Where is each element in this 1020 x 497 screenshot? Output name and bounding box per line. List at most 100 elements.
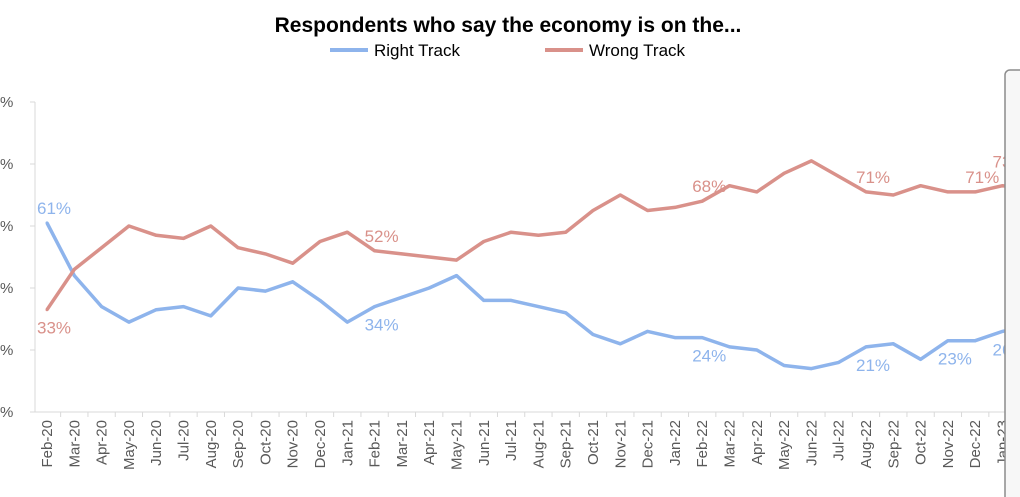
x-tick-label: Jan-22 <box>667 420 684 466</box>
axes: %%%%%% Feb-20 Mar-20 Apr-20 May-20 Jun-20 Jul-… <box>0 94 1020 470</box>
data-labels: 61%34%24%21%23%26%2833%52%68%71%71%73%71 <box>37 153 1020 375</box>
data-point <box>864 190 868 194</box>
data-label: 23% <box>938 350 972 369</box>
chart-title: Respondents who say the economy is on th… <box>275 14 742 37</box>
data-point <box>564 230 568 234</box>
data-point <box>728 184 731 188</box>
x-tick-label: Dec-21 <box>640 420 657 468</box>
series-line-right-track <box>45 222 1020 371</box>
x-tick-label: Oct-20 <box>257 420 274 465</box>
data-point <box>45 308 49 312</box>
x-tick-label: Jan-21 <box>339 420 356 466</box>
data-point <box>782 171 786 175</box>
x-tick-label: May-20 <box>121 420 138 470</box>
data-point <box>919 184 923 188</box>
data-point <box>154 308 158 312</box>
data-label: 34% <box>365 316 399 335</box>
data-point <box>427 255 431 259</box>
data-point <box>154 233 158 237</box>
data-label: 68% <box>692 177 726 196</box>
y-tick-label: % <box>0 218 13 235</box>
data-point <box>345 320 349 324</box>
data-point <box>946 190 950 194</box>
y-tick-label: % <box>0 342 13 359</box>
x-tick-label: Aug-20 <box>203 420 220 468</box>
data-point <box>318 298 322 302</box>
data-point <box>318 240 322 243</box>
data-point <box>100 305 104 309</box>
data-point <box>973 339 977 343</box>
data-label: 71% <box>856 168 890 187</box>
x-tick-label: Jul-20 <box>176 420 193 461</box>
x-tick-label: Nov-21 <box>612 420 629 468</box>
data-point <box>973 190 977 194</box>
data-point <box>263 289 267 293</box>
x-tick-label: May-21 <box>449 420 466 470</box>
data-point <box>618 342 622 346</box>
y-tick-label: % <box>0 156 13 173</box>
x-tick-label: Dec-20 <box>312 420 329 468</box>
data-label: 21% <box>856 356 890 375</box>
data-point <box>536 305 540 309</box>
x-tick-label: Sep-22 <box>885 420 902 468</box>
data-point <box>782 364 786 367</box>
data-point <box>209 314 213 318</box>
legend-label-right-track: Right Track <box>374 41 460 60</box>
data-label: 24% <box>692 347 726 366</box>
data-point <box>1001 329 1004 333</box>
data-point <box>700 199 704 203</box>
x-tick-label: Nov-22 <box>940 420 957 468</box>
x-tick-label: Mar-20 <box>66 420 83 468</box>
data-point <box>673 205 677 209</box>
data-point <box>482 298 486 302</box>
data-point <box>127 320 131 324</box>
data-point <box>946 339 950 343</box>
data-point <box>127 224 131 228</box>
data-point <box>72 274 76 278</box>
data-point <box>1001 184 1004 188</box>
data-point <box>455 274 458 278</box>
data-point <box>891 342 895 346</box>
data-label: 61% <box>37 199 71 218</box>
data-point <box>591 209 595 212</box>
x-tick-label: Oct-21 <box>585 420 602 465</box>
series-layer <box>45 159 1020 371</box>
data-point <box>891 193 895 197</box>
x-tick-label: Mar-22 <box>722 420 739 468</box>
legend-label-wrong-track: Wrong Track <box>589 41 686 60</box>
x-tick-label: Dec-22 <box>967 420 984 468</box>
y-tick-label: % <box>0 280 13 297</box>
data-point <box>837 360 841 364</box>
data-point <box>236 246 240 250</box>
data-point <box>864 345 868 349</box>
x-tick-label: Aug-21 <box>530 420 547 468</box>
x-tick-label: Feb-21 <box>367 420 384 468</box>
data-point <box>236 286 240 290</box>
x-tick-label: Jul-22 <box>831 420 848 461</box>
scroll-panel[interactable] <box>1004 69 1020 497</box>
data-point <box>618 193 622 197</box>
data-point <box>100 246 104 250</box>
data-point <box>700 336 704 340</box>
x-tick-label: Feb-20 <box>39 420 56 468</box>
x-tick-label: Mar-21 <box>394 420 411 468</box>
x-tick-label: Nov-20 <box>285 420 302 468</box>
data-point <box>919 357 923 361</box>
x-tick-label: Feb-22 <box>694 420 711 468</box>
data-point <box>209 224 213 228</box>
x-tick-label: Apr-20 <box>94 420 111 465</box>
x-tick-label: Jul-21 <box>503 420 520 461</box>
data-label: 52% <box>365 227 399 246</box>
data-point <box>373 249 377 253</box>
x-tick-label: Jun-21 <box>476 420 493 466</box>
data-point <box>646 209 650 212</box>
data-point <box>373 305 377 309</box>
data-point <box>809 159 813 163</box>
data-point <box>263 252 267 256</box>
data-point <box>536 233 540 237</box>
data-point <box>291 261 295 265</box>
data-label: 71% <box>965 168 999 187</box>
y-tick-label: % <box>0 404 13 421</box>
x-tick-label: Jun-20 <box>148 420 165 466</box>
